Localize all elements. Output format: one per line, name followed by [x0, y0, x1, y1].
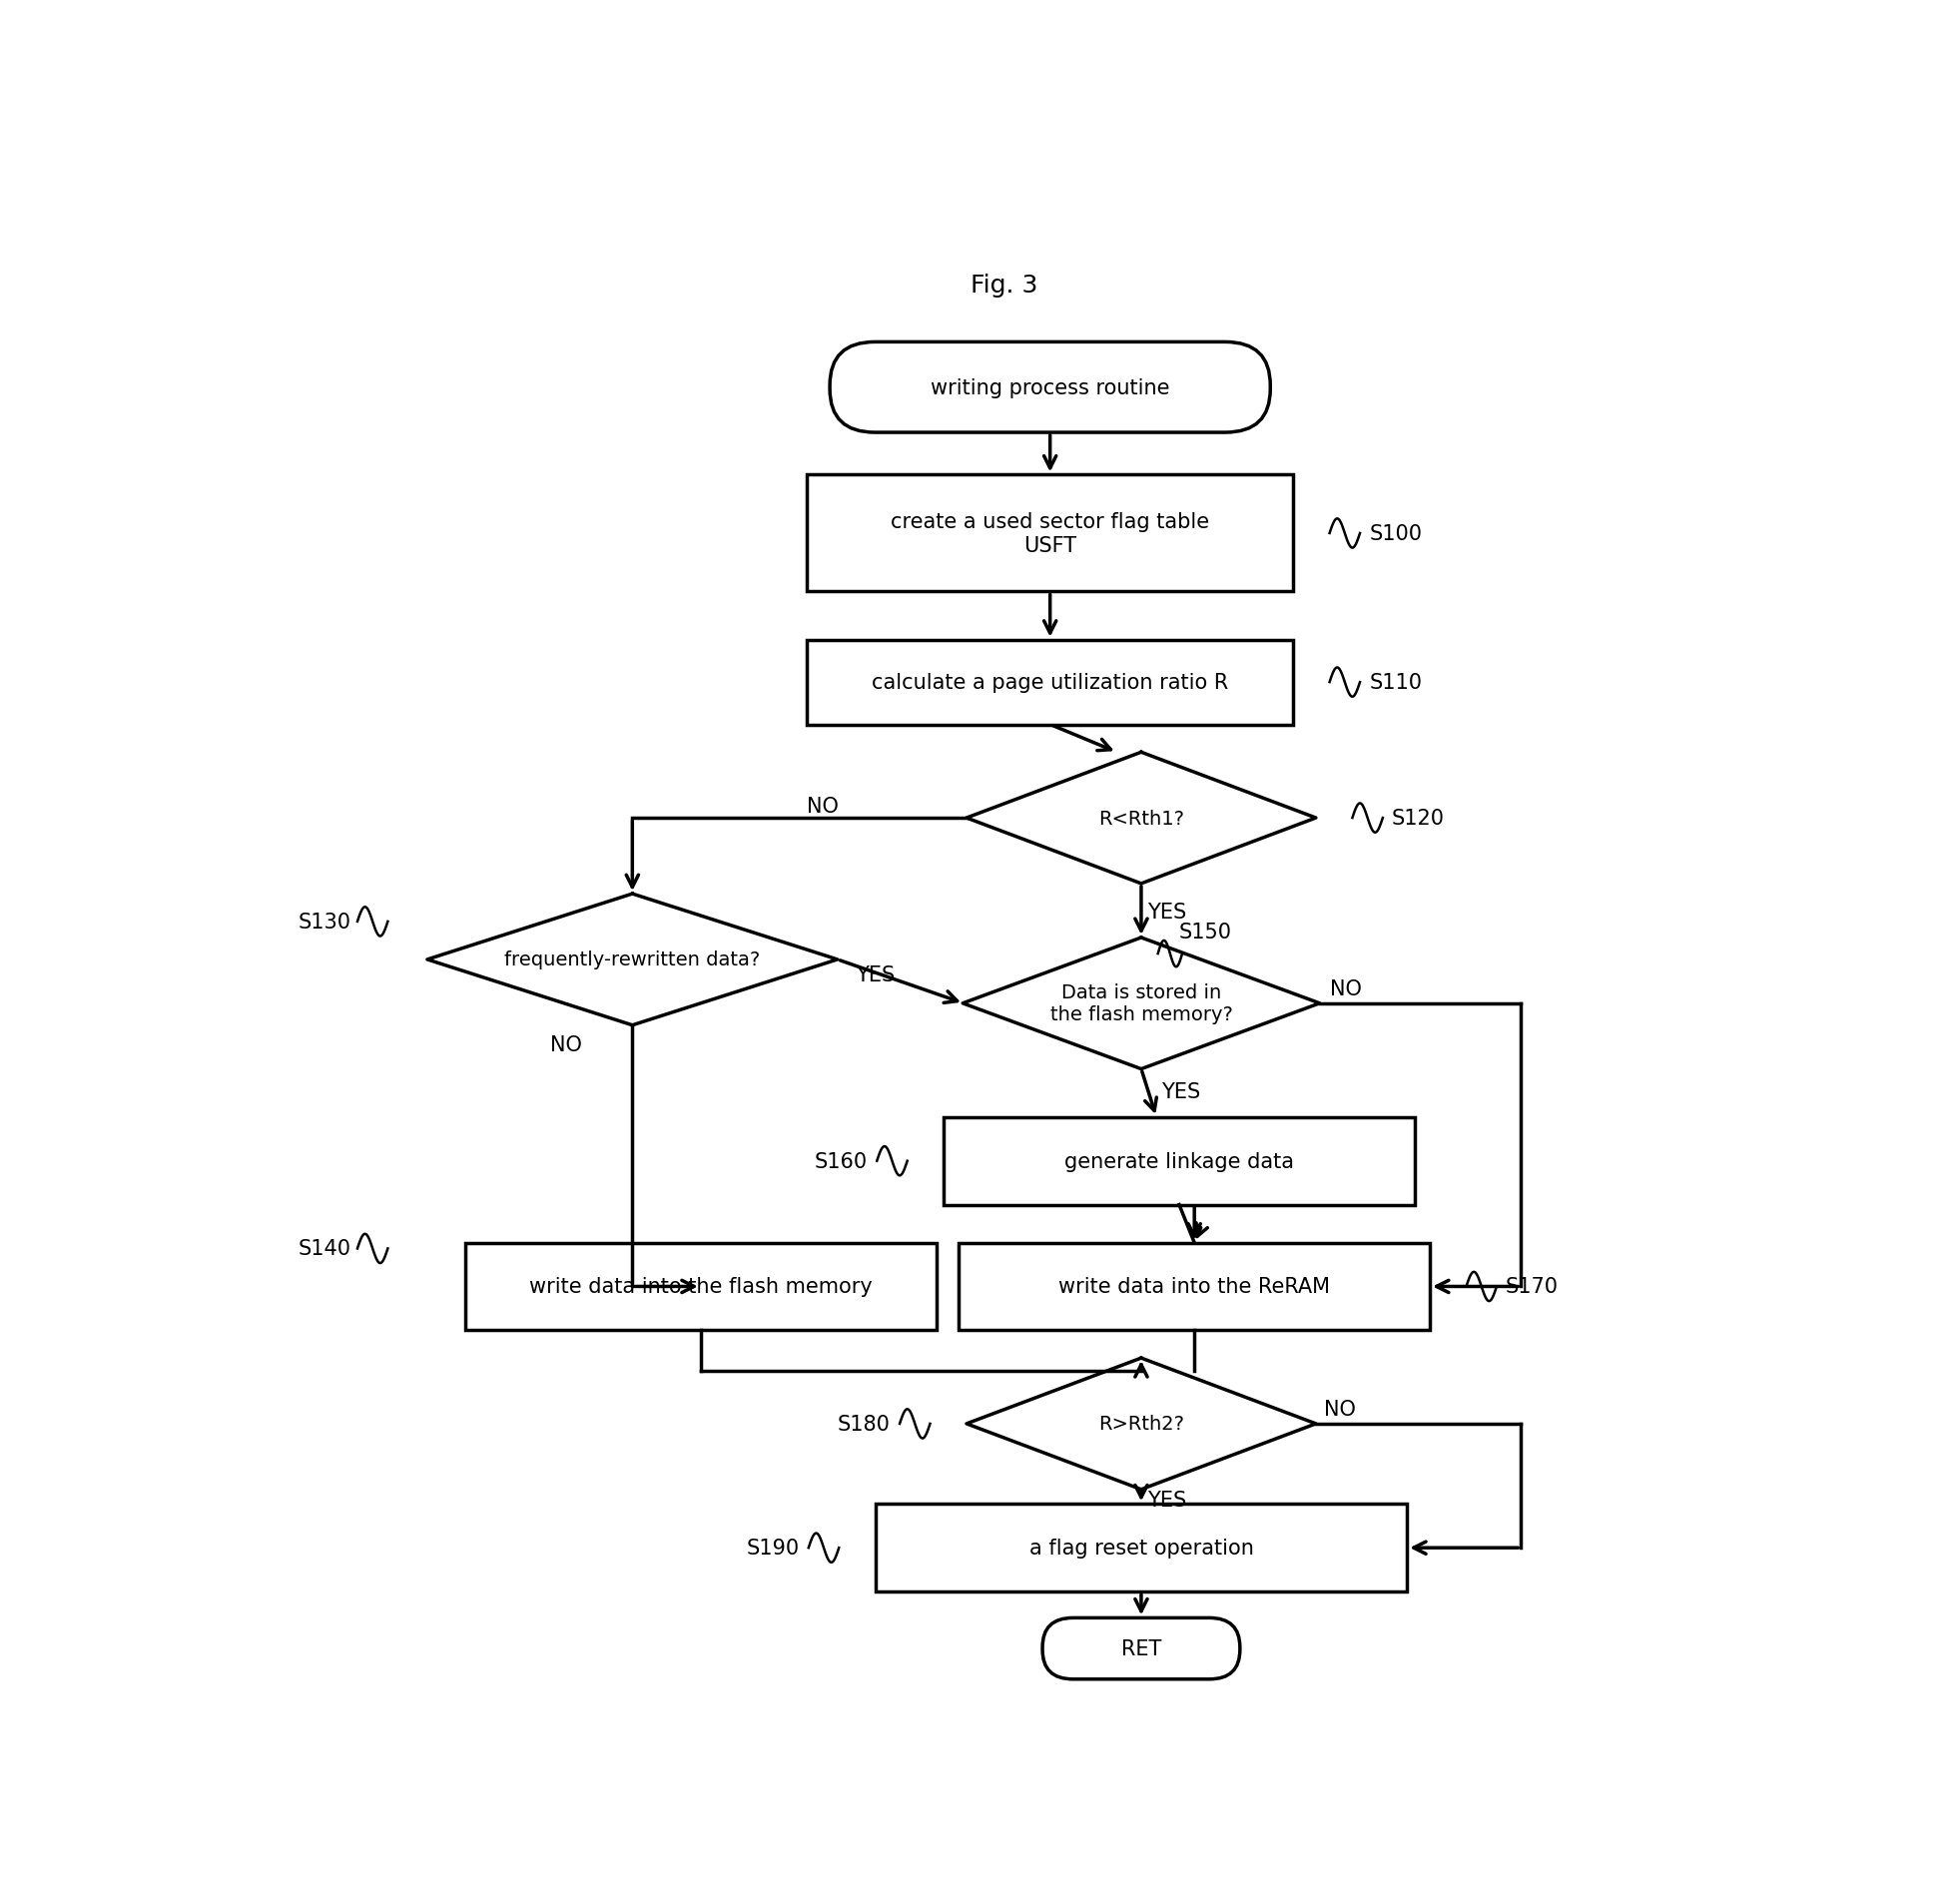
Text: YES: YES	[1147, 1489, 1186, 1510]
Text: YES: YES	[1160, 1082, 1200, 1101]
Text: S170: S170	[1505, 1277, 1558, 1296]
Text: NO: NO	[1323, 1399, 1354, 1419]
Bar	[808, 641, 1294, 726]
Text: YES: YES	[1147, 902, 1186, 921]
Text: S130: S130	[298, 911, 351, 932]
Text: R>Rth2?: R>Rth2?	[1098, 1414, 1184, 1433]
Text: S150: S150	[1180, 923, 1233, 942]
Text: S180: S180	[837, 1414, 890, 1435]
Text: NO: NO	[551, 1035, 582, 1054]
Text: calculate a page utilization ratio R: calculate a page utilization ratio R	[872, 673, 1229, 694]
Text: S120: S120	[1392, 809, 1445, 828]
Text: NO: NO	[806, 796, 839, 817]
Text: S160: S160	[815, 1152, 868, 1171]
Text: RET: RET	[1121, 1639, 1162, 1658]
Polygon shape	[427, 894, 837, 1025]
FancyBboxPatch shape	[1043, 1618, 1241, 1679]
Bar	[945, 1118, 1415, 1205]
Text: S110: S110	[1368, 673, 1421, 694]
Text: S140: S140	[298, 1239, 351, 1258]
FancyBboxPatch shape	[829, 343, 1270, 434]
Text: R<Rth1?: R<Rth1?	[1098, 809, 1184, 828]
Text: Data is stored in
the flash memory?: Data is stored in the flash memory?	[1051, 984, 1233, 1023]
Text: write data into the flash memory: write data into the flash memory	[529, 1277, 872, 1296]
Polygon shape	[962, 938, 1319, 1069]
Text: a flag reset operation: a flag reset operation	[1029, 1539, 1254, 1558]
Bar	[958, 1243, 1431, 1330]
Text: YES: YES	[857, 965, 896, 985]
Text: frequently-rewritten data?: frequently-rewritten data?	[504, 951, 760, 970]
Text: create a used sector flag table
USFT: create a used sector flag table USFT	[890, 512, 1209, 555]
Bar	[876, 1505, 1407, 1592]
Text: writing process routine: writing process routine	[931, 377, 1170, 398]
Text: S190: S190	[747, 1539, 800, 1558]
Bar	[808, 476, 1294, 591]
Polygon shape	[966, 752, 1315, 883]
Text: write data into the ReRAM: write data into the ReRAM	[1058, 1277, 1331, 1296]
Text: generate linkage data: generate linkage data	[1064, 1152, 1294, 1171]
Text: NO: NO	[1329, 980, 1362, 999]
Text: S100: S100	[1368, 523, 1421, 544]
Polygon shape	[966, 1359, 1315, 1489]
Text: Fig. 3: Fig. 3	[970, 273, 1039, 298]
Bar	[465, 1243, 937, 1330]
